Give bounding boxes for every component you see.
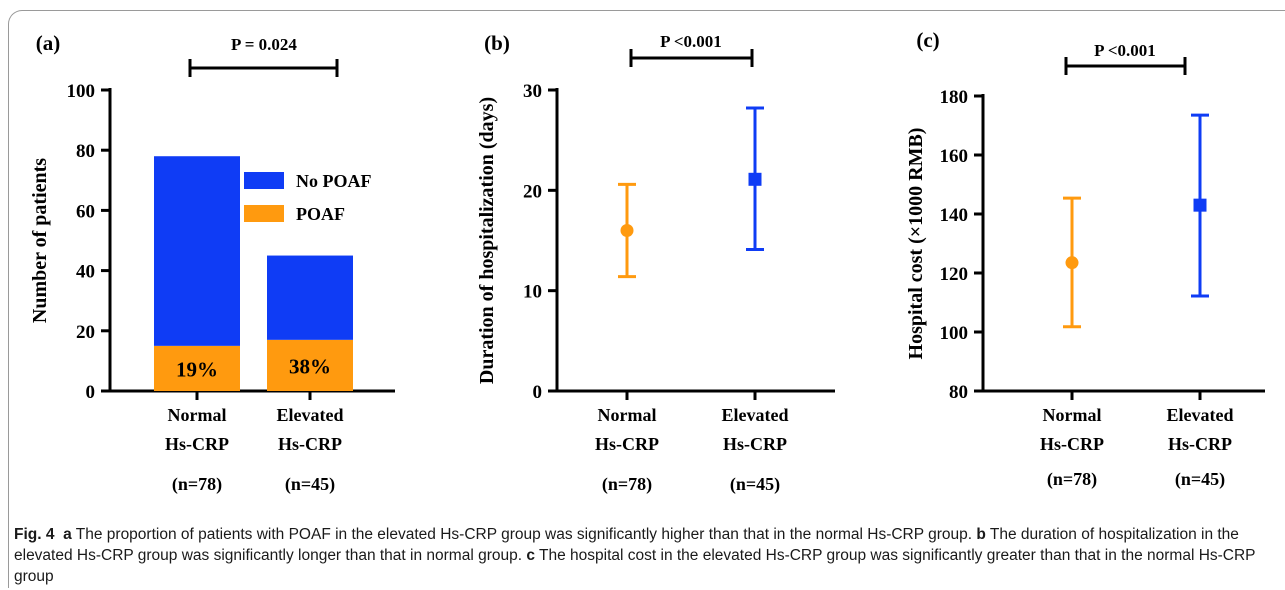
y-tick-label: 80 bbox=[949, 382, 968, 403]
y-tick-label: 120 bbox=[940, 264, 969, 285]
y-tick-label: 30 bbox=[523, 81, 542, 102]
caption-c-label: c bbox=[526, 547, 535, 564]
y-tick-label: 0 bbox=[533, 382, 543, 403]
panel-label: (c) bbox=[916, 28, 939, 52]
y-tick-label: 160 bbox=[940, 146, 969, 167]
x-category-label: Hs-CRP bbox=[723, 434, 787, 454]
x-category-label: Hs-CRP bbox=[165, 434, 229, 454]
y-axis-label: Number of patients bbox=[29, 158, 51, 323]
x-category-label: (n=45) bbox=[285, 474, 335, 495]
mean-point bbox=[748, 172, 762, 186]
y-tick-label: 80 bbox=[76, 141, 95, 162]
bar-poaf bbox=[154, 345, 240, 391]
y-tick-label: 140 bbox=[940, 205, 969, 226]
x-category-label: (n=78) bbox=[1047, 469, 1097, 490]
caption-fig-label: Fig. 4 bbox=[14, 526, 55, 543]
x-category-label: Hs-CRP bbox=[1040, 434, 1104, 454]
panel-b: (b) P <0.001 0 10 20 30 Duration of hospitaliz… bbox=[476, 31, 835, 495]
y-tick-label: 60 bbox=[76, 201, 95, 222]
mean-point bbox=[1193, 198, 1207, 212]
legend-label: POAF bbox=[296, 204, 345, 224]
bar-poaf bbox=[267, 339, 353, 391]
bar-no-poaf bbox=[267, 255, 353, 340]
legend-swatch bbox=[244, 205, 284, 222]
panel-label: (b) bbox=[484, 31, 510, 55]
x-category-label: (n=45) bbox=[730, 474, 780, 495]
figure-frame bbox=[8, 10, 1285, 588]
panel-label: (a) bbox=[36, 31, 61, 55]
bar-no-poaf bbox=[154, 156, 240, 346]
legend-swatch bbox=[244, 172, 284, 189]
x-category-label: Hs-CRP bbox=[1168, 434, 1232, 454]
x-category-label: Elevated bbox=[277, 405, 344, 425]
x-category-label: (n=45) bbox=[1175, 469, 1225, 490]
y-tick-label: 20 bbox=[76, 322, 95, 343]
y-axis-label: Duration of hospitalization (days) bbox=[476, 97, 498, 384]
x-category-label: Elevated bbox=[1167, 405, 1234, 425]
caption-a-text: The proportion of patients with POAF in … bbox=[75, 526, 973, 543]
y-tick-label: 10 bbox=[523, 282, 542, 303]
x-category-label: (n=78) bbox=[172, 474, 222, 495]
x-category-label: Normal bbox=[168, 405, 227, 425]
pvalue-label: P <0.001 bbox=[1094, 41, 1156, 60]
x-category-label: (n=78) bbox=[602, 474, 652, 495]
x-category-label: Hs-CRP bbox=[595, 434, 659, 454]
y-axis-label: Hospital cost (×1000 RMB) bbox=[905, 128, 927, 360]
bar-data-label: 19% bbox=[176, 357, 218, 381]
mean-point bbox=[620, 223, 634, 237]
panel-c: (c) P <0.001 80 100 120 140 160 180 Hospital cos… bbox=[905, 28, 1265, 490]
caption-c-text: The hospital cost in the elevated Hs-CRP… bbox=[14, 547, 1256, 585]
x-category-label: Hs-CRP bbox=[278, 434, 342, 454]
pvalue-label: P = 0.024 bbox=[231, 35, 297, 54]
figure-caption: Fig. 4 a The proportion of patients with… bbox=[14, 524, 1276, 587]
caption-a-label: a bbox=[63, 526, 72, 543]
x-category-label: Normal bbox=[598, 405, 657, 425]
y-tick-label: 20 bbox=[523, 181, 542, 202]
mean-point bbox=[1065, 256, 1079, 270]
x-category-label: Elevated bbox=[722, 405, 789, 425]
caption-b-label: b bbox=[976, 526, 986, 543]
y-tick-label: 0 bbox=[86, 382, 96, 403]
panel-a: (a) P = 0.024 0 20 40 60 80 100 Number of patien… bbox=[29, 31, 395, 495]
y-tick-label: 100 bbox=[940, 323, 969, 344]
legend-label: No POAF bbox=[296, 171, 372, 191]
y-tick-label: 180 bbox=[940, 87, 969, 108]
bar-data-label: 38% bbox=[289, 354, 331, 378]
caption-b-text: The duration of hospitalization in the e… bbox=[14, 526, 1239, 564]
y-tick-label: 40 bbox=[76, 262, 95, 283]
pvalue-label: P <0.001 bbox=[660, 32, 722, 51]
y-tick-label: 100 bbox=[67, 81, 96, 102]
x-category-label: Normal bbox=[1043, 405, 1102, 425]
